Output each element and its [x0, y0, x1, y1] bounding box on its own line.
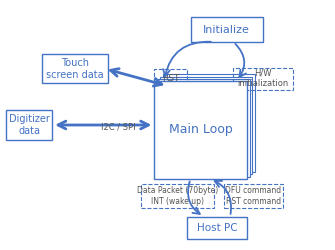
- FancyBboxPatch shape: [160, 76, 253, 174]
- Text: Initialize: Initialize: [203, 25, 250, 35]
- FancyBboxPatch shape: [163, 74, 256, 172]
- FancyBboxPatch shape: [6, 110, 52, 140]
- Text: Touch
screen data: Touch screen data: [47, 58, 104, 80]
- Text: DFU command
RST command: DFU command RST command: [225, 186, 281, 206]
- Text: Host PC: Host PC: [197, 223, 237, 233]
- FancyBboxPatch shape: [157, 79, 250, 176]
- FancyBboxPatch shape: [191, 18, 263, 42]
- Text: Main Loop: Main Loop: [169, 124, 232, 136]
- Text: RST: RST: [162, 74, 180, 83]
- Text: I2C / SPI: I2C / SPI: [101, 123, 135, 132]
- Text: H/W
initialization: H/W initialization: [238, 69, 289, 88]
- Text: Digitizer
data: Digitizer data: [9, 114, 50, 136]
- FancyBboxPatch shape: [187, 217, 247, 239]
- Text: Data Packet (70byte)
INT (wake up): Data Packet (70byte) INT (wake up): [137, 186, 218, 206]
- FancyBboxPatch shape: [42, 54, 108, 84]
- FancyBboxPatch shape: [154, 81, 247, 179]
